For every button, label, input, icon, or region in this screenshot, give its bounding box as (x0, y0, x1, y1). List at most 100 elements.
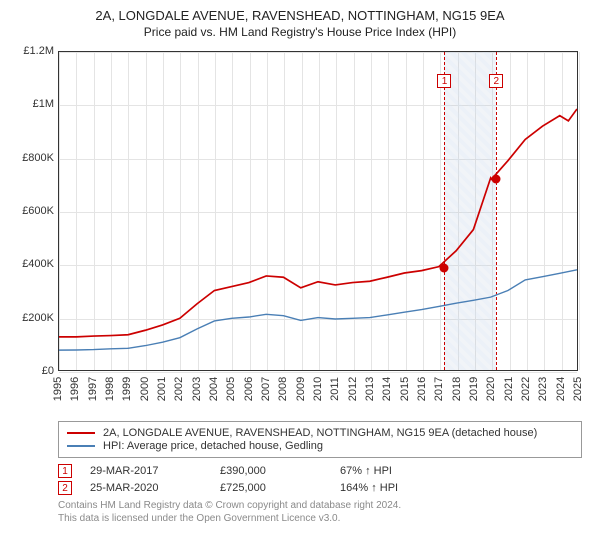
x-axis-label: 1995 (52, 377, 64, 401)
gridline-v (146, 52, 147, 370)
x-axis-label: 2001 (156, 377, 168, 401)
event-price: £390,000 (220, 465, 340, 477)
gridline-h (59, 159, 577, 160)
x-axis-label: 2002 (173, 377, 185, 401)
gridline-v (527, 52, 528, 370)
x-axis-label: 2020 (485, 377, 497, 401)
gridline-v (215, 52, 216, 370)
gridline-h (59, 372, 577, 373)
x-axis-label: 1999 (121, 377, 133, 401)
event-delta: 164% ↑ HPI (340, 482, 398, 494)
x-axis-label: 2025 (572, 377, 584, 401)
x-axis-label: 2016 (416, 377, 428, 401)
x-axis-label: 2023 (537, 377, 549, 401)
footer-line1: Contains HM Land Registry data © Crown c… (58, 499, 582, 512)
gridline-v (111, 52, 112, 370)
event-point (492, 174, 501, 183)
gridline-v (406, 52, 407, 370)
x-axis-label: 2013 (364, 377, 376, 401)
legend-label: HPI: Average price, detached house, Gedl… (103, 440, 323, 452)
gridline-h (59, 52, 577, 53)
y-axis-label: £800K (10, 152, 54, 164)
gridline-v (354, 52, 355, 370)
event-id-box: 1 (58, 464, 72, 478)
event-delta: 67% ↑ HPI (340, 465, 392, 477)
gridline-h (59, 319, 577, 320)
x-axis-label: 2024 (555, 377, 567, 401)
chart-area: 12 £0 £200K £400K £600K £800K £1M £1.2M 1995 199… (10, 45, 590, 415)
x-axis-label: 1998 (104, 377, 116, 401)
x-axis-label: 2010 (312, 377, 324, 401)
x-axis-label: 2017 (433, 377, 445, 401)
gridline-v (232, 52, 233, 370)
x-axis-label: 2005 (225, 377, 237, 401)
event-date: 25-MAR-2020 (90, 482, 220, 494)
event-price: £725,000 (220, 482, 340, 494)
x-axis-label: 2011 (329, 377, 341, 401)
highlight-band (444, 52, 496, 370)
gridline-v (198, 52, 199, 370)
x-axis-label: 2008 (277, 377, 289, 401)
gridline-v (423, 52, 424, 370)
x-axis-label: 2004 (208, 377, 220, 401)
footer-line2: This data is licensed under the Open Gov… (58, 512, 582, 525)
legend-row: 2A, LONGDALE AVENUE, RAVENSHEAD, NOTTING… (67, 427, 573, 439)
gridline-h (59, 105, 577, 106)
y-axis-label: £600K (10, 205, 54, 217)
x-axis-label: 2022 (520, 377, 532, 401)
x-axis-label: 2014 (381, 377, 393, 401)
y-axis-label: £400K (10, 258, 54, 270)
event-row: 2 25-MAR-2020£725,000164% ↑ HPI (58, 481, 582, 495)
gridline-h (59, 212, 577, 213)
gridline-v (180, 52, 181, 370)
y-axis-label: £1M (10, 98, 54, 110)
x-axis-label: 2006 (243, 377, 255, 401)
series-line-subject_property (59, 109, 577, 337)
gridline-v (579, 52, 580, 370)
legend-swatch (67, 432, 95, 434)
x-axis-label: 2018 (451, 377, 463, 401)
gridline-v (544, 52, 545, 370)
gridline-v (440, 52, 441, 370)
x-axis-label: 2019 (468, 377, 480, 401)
x-axis-label: 2003 (191, 377, 203, 401)
legend-row: HPI: Average price, detached house, Gedl… (67, 440, 573, 452)
title-subtitle: Price paid vs. HM Land Registry's House … (10, 25, 590, 39)
gridline-v (250, 52, 251, 370)
series-line-hpi_gedling (59, 270, 577, 350)
gridline-v (94, 52, 95, 370)
gridline-v (319, 52, 320, 370)
x-axis-label: 2015 (399, 377, 411, 401)
gridline-v (336, 52, 337, 370)
x-axis-label: 2000 (139, 377, 151, 401)
gridline-v (128, 52, 129, 370)
gridline-v (267, 52, 268, 370)
x-axis-label: 2012 (347, 377, 359, 401)
legend-swatch (67, 445, 95, 447)
y-axis-label: £1.2M (10, 45, 54, 57)
chart-container: 2A, LONGDALE AVENUE, RAVENSHEAD, NOTTING… (0, 0, 600, 560)
legend-label: 2A, LONGDALE AVENUE, RAVENSHEAD, NOTTING… (103, 427, 537, 439)
y-axis-label: £200K (10, 312, 54, 324)
y-axis-label: £0 (10, 365, 54, 377)
x-axis-label: 2021 (503, 377, 515, 401)
x-axis-label: 1997 (87, 377, 99, 401)
gridline-v (510, 52, 511, 370)
gridline-v (163, 52, 164, 370)
event-point (440, 264, 449, 273)
gridline-h (59, 265, 577, 266)
x-axis-label: 2007 (260, 377, 272, 401)
series-svg (59, 52, 577, 370)
event-row: 129-MAR-2017£390,00067% ↑ HPI (58, 464, 582, 478)
gridline-v (371, 52, 372, 370)
x-axis-label: 2009 (295, 377, 307, 401)
gridline-v (562, 52, 563, 370)
x-axis-label: 1996 (69, 377, 81, 401)
event-line (496, 52, 497, 370)
event-id-box: 2 (58, 481, 72, 495)
plot-region: 12 (58, 51, 578, 371)
event-marker-label: 1 (437, 74, 451, 88)
event-line (444, 52, 445, 370)
events-block: 129-MAR-2017£390,00067% ↑ HPI 2 25-MAR-202… (58, 464, 582, 495)
footer-attribution: Contains HM Land Registry data © Crown c… (58, 499, 582, 525)
